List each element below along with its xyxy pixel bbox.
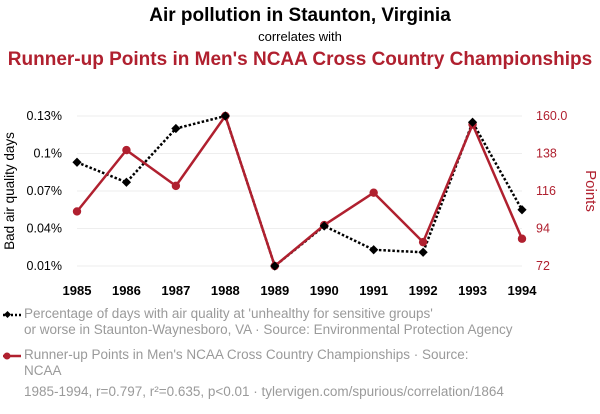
series1-point (319, 221, 329, 231)
series-lines (76, 114, 524, 268)
series1-point (418, 247, 428, 257)
series2-point (72, 207, 82, 216)
chart-title: Air pollution in Staunton, Virginia (149, 5, 451, 26)
legend-solid-circle-icon (3, 352, 21, 360)
series1-point (369, 245, 379, 255)
x-tick-label: 1987 (161, 283, 190, 298)
x-tick-label: 1986 (112, 283, 141, 298)
x-tick-label: 1993 (458, 283, 487, 298)
series-line-1 (76, 114, 524, 268)
series2-point (418, 237, 428, 247)
legend-label-series2: Runner-up Points in Men's NCAA Cross Cou… (24, 347, 469, 378)
y-right-axis-label: Points (582, 170, 599, 212)
x-tick-label: 1992 (409, 283, 438, 298)
y-left-tick-label: 0.1% (34, 147, 63, 161)
legend-label-series1: Percentage of days with air quality at '… (24, 306, 513, 337)
chart-title-block: Air pollution in Staunton, Virginia corr… (0, 4, 600, 71)
series1-point (72, 157, 82, 167)
y-right-tick-label: 116 (536, 184, 556, 198)
chart-subtitle: correlates with (258, 29, 342, 44)
gridlines (77, 115, 522, 267)
y-right-tick-label: 72 (536, 259, 550, 273)
x-tick-label: 1991 (359, 283, 388, 298)
series2-point (517, 234, 527, 243)
y-left-tick-label: 0.04% (27, 222, 62, 236)
series-markers (72, 111, 527, 271)
series1-point (517, 205, 527, 215)
series2-point (171, 181, 181, 191)
series1-point (171, 123, 181, 134)
x-tick-label: 1988 (211, 283, 240, 298)
legend-dotted-diamond-icon (3, 310, 21, 319)
series1-point (467, 117, 478, 127)
series1-point (220, 111, 230, 121)
y-right-tick-label: 138 (536, 147, 557, 161)
series-line-2 (76, 114, 524, 268)
footer-stats: 1985-1994, r=0.797, r²=0.635, p<0.01 · t… (24, 384, 504, 399)
series1-point (270, 261, 280, 271)
chart-title-secondary: Runner-up Points in Men's NCAA Cross Cou… (7, 49, 593, 70)
y-left-axis-label: Bad air quality days (2, 132, 17, 250)
series2-point (122, 145, 131, 155)
y-left-tick-label: 0.07% (27, 184, 62, 198)
y-right-tick-label: 160.0 (536, 109, 567, 123)
series1-point (121, 177, 132, 187)
y-left-tick-label: 0.13% (27, 109, 62, 123)
x-tick-label: 1989 (260, 283, 289, 298)
x-tick-label: 1994 (508, 283, 538, 298)
series2-point (369, 188, 378, 197)
y-right-tick-label: 94 (536, 222, 550, 236)
y-left-tick-label: 0.01% (27, 259, 62, 273)
axes: 0.01% 0.04% 0.07% 0.1% 0.13% 72 94 116 138 160.0 1… (2, 109, 599, 298)
x-tick-label: 1985 (63, 283, 92, 298)
x-tick-label: 1990 (310, 283, 339, 298)
